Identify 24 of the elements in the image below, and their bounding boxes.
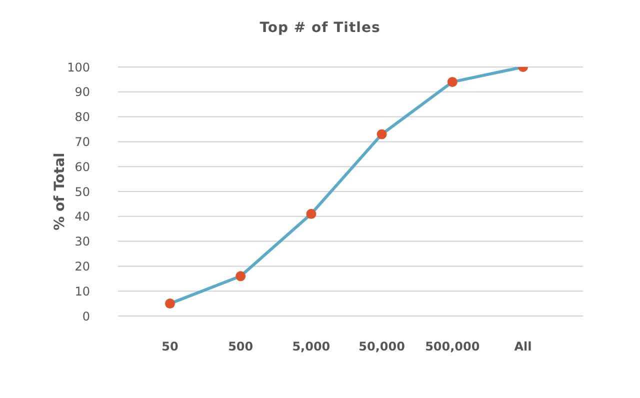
y-tick-label: 50 bbox=[74, 184, 90, 199]
y-tick-label: 70 bbox=[74, 134, 90, 149]
y-tick-label: 100 bbox=[67, 60, 90, 74]
y-tick-label: 30 bbox=[74, 234, 90, 249]
point bbox=[165, 298, 175, 309]
y-tick-label: 10 bbox=[74, 284, 90, 298]
y-tick-label: 80 bbox=[74, 110, 90, 124]
x-tick-label: 500 bbox=[228, 340, 254, 354]
point bbox=[447, 76, 458, 87]
x-tick-label: All bbox=[514, 340, 532, 354]
y-axis-title: % of Total bbox=[52, 152, 68, 230]
y-tick-label: 90 bbox=[74, 85, 90, 100]
y-tick-label: 20 bbox=[74, 259, 90, 274]
point bbox=[236, 271, 246, 282]
x-tick-label: 500,000 bbox=[425, 340, 480, 354]
y-tick-label: 60 bbox=[74, 160, 90, 174]
chart-title: Top # of Titles bbox=[258, 20, 382, 36]
y-tick-label: 40 bbox=[74, 210, 90, 224]
y-tick-label: 0 bbox=[82, 309, 90, 324]
point bbox=[376, 129, 387, 140]
x-tick-label: 50,000 bbox=[358, 340, 405, 354]
x-tick-label: 50 bbox=[162, 340, 178, 354]
x-tick-label: 5,000 bbox=[292, 340, 330, 354]
point bbox=[306, 208, 316, 219]
